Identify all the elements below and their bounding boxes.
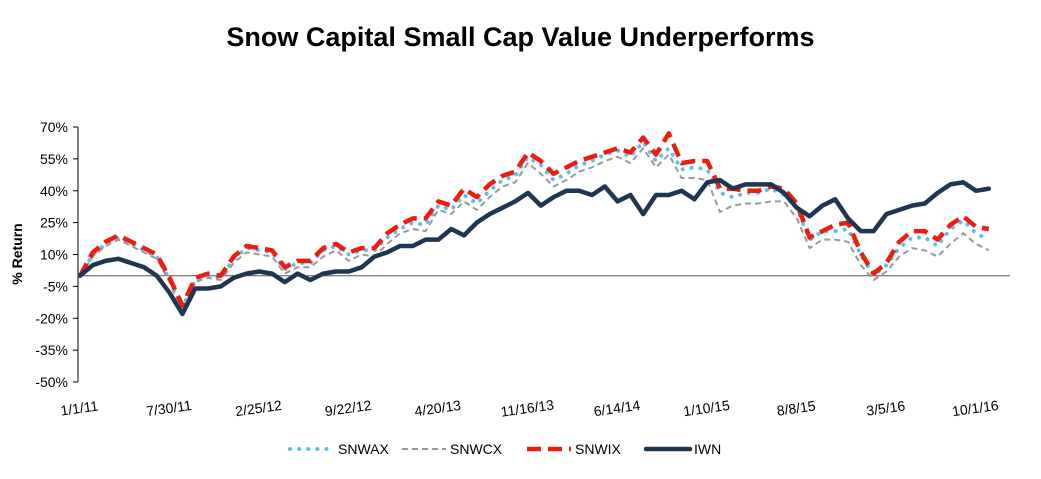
y-tick-label: -35% bbox=[35, 342, 68, 358]
x-tick-label: 10/1/16 bbox=[951, 397, 1000, 419]
y-tick-label: 25% bbox=[40, 215, 68, 231]
legend-label-snwix: SNWIX bbox=[575, 441, 622, 457]
x-tick-label: 4/20/13 bbox=[413, 397, 462, 419]
series-line-snwix bbox=[78, 131, 990, 308]
y-tick-label: -50% bbox=[35, 374, 68, 390]
legend-label-snwax: SNWAX bbox=[338, 441, 389, 457]
series-line-iwn bbox=[77, 177, 992, 317]
y-tick-label: 70% bbox=[40, 119, 68, 135]
y-tick-label: -20% bbox=[35, 310, 68, 326]
x-tick-label: 2/25/12 bbox=[234, 397, 283, 419]
x-tick-label: 1/1/11 bbox=[59, 397, 99, 418]
legend-label-iwn: IWN bbox=[694, 441, 721, 457]
y-tick-label: 10% bbox=[40, 247, 68, 263]
x-tick-label: 3/5/16 bbox=[865, 397, 906, 418]
series-line-snwax bbox=[78, 139, 991, 310]
series-lines bbox=[77, 131, 992, 317]
legend-label-snwcx: SNWCX bbox=[450, 441, 503, 457]
y-tick-label: 40% bbox=[40, 183, 68, 199]
x-tick-label: 7/30/11 bbox=[145, 397, 193, 419]
x-axis: 1/1/11 7/30/11 2/25/12 9/22/12 4/20/13 11/16/… bbox=[59, 275, 1010, 420]
y-axis: 70% 55% 40% 25% 10% -5% -20% -35% -50% bbox=[35, 119, 79, 390]
y-tick-label: -5% bbox=[43, 278, 68, 294]
legend: SNWAX SNWCX SNWIX IWN bbox=[288, 441, 721, 457]
x-tick-label: 8/8/15 bbox=[776, 397, 817, 418]
x-tick-label: 11/16/13 bbox=[500, 396, 555, 419]
x-tick-label: 1/10/15 bbox=[682, 397, 731, 419]
x-tick-label: 6/14/14 bbox=[593, 397, 642, 419]
y-tick-label: 55% bbox=[40, 151, 68, 167]
x-tick-label: 9/22/12 bbox=[324, 397, 373, 419]
series-line-snwcx bbox=[79, 147, 990, 313]
y-axis-label: % Return bbox=[9, 223, 25, 284]
chart-title: Snow Capital Small Cap Value Underperfor… bbox=[226, 22, 815, 52]
